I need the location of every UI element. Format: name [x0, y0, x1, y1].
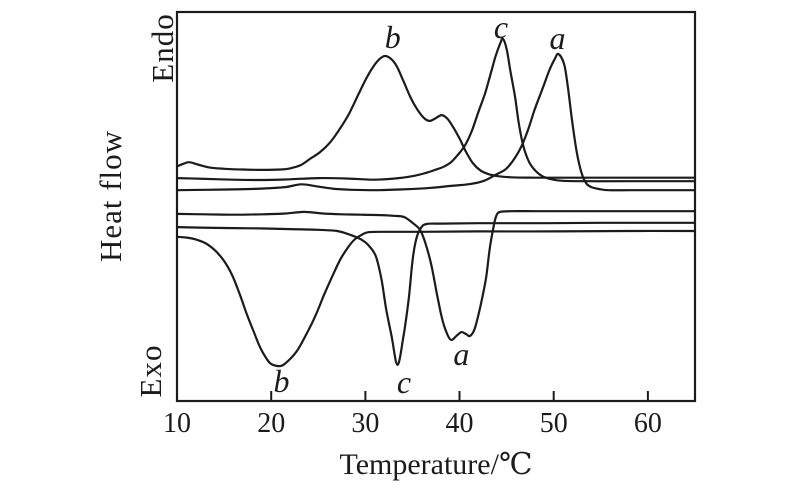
x-tick-label-20: 20: [257, 408, 286, 439]
x-tick-label-40: 40: [445, 408, 474, 439]
curve-heating-a: [175, 52, 697, 192]
curve-heating-b: [175, 54, 697, 179]
x-tick-label-30: 30: [351, 408, 380, 439]
exotherm-peak-label-a: a: [453, 335, 470, 372]
curve-cooling-b: [175, 229, 697, 368]
x-axis-ticks: [176, 391, 649, 401]
x-tick-label-50: 50: [539, 408, 568, 439]
plot-border: [175, 10, 697, 403]
x-tick-label-60: 60: [633, 408, 662, 439]
endotherm-peak-label-a: a: [549, 20, 566, 57]
dsc-curves: [175, 37, 697, 368]
y-axis-label: Heat flow: [93, 129, 128, 263]
endotherm-peak-label-b: b: [384, 18, 401, 55]
exo-direction-label: Exo: [133, 344, 168, 398]
curve-cooling-c: [175, 221, 697, 366]
x-tick-label-10: 10: [163, 408, 191, 439]
exotherm-peak-label-b: b: [273, 363, 290, 400]
x-axis-label: Temperature/℃: [339, 448, 533, 481]
exotherm-peak-label-c: c: [396, 363, 412, 400]
endo-direction-label: Endo: [145, 13, 180, 83]
endotherm-peak-label-c: c: [493, 9, 509, 46]
curve-cooling-a: [175, 210, 697, 342]
curve-heating-c: [175, 37, 697, 183]
